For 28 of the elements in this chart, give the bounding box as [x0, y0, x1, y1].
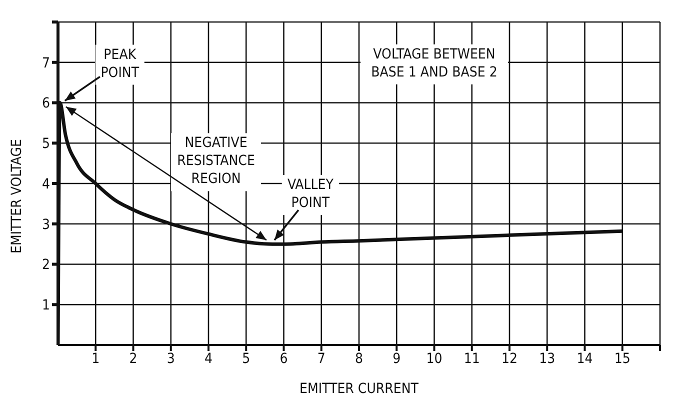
x-tick-label: 4	[204, 350, 213, 367]
x-tick-label: 7	[317, 350, 326, 367]
annotation: NEGATIVE RESISTANCE REGION	[177, 135, 255, 188]
x-tick-label: 8	[354, 350, 364, 367]
x-tick-label: 1	[92, 350, 100, 367]
annotation: PEAK POINT	[100, 46, 140, 81]
y-tick-label: 3	[42, 216, 50, 233]
x-tick-label: 10	[426, 350, 442, 367]
x-axis-title: EMITTER CURRENT	[300, 381, 419, 397]
x-tick-label: 3	[166, 350, 175, 367]
y-tick-label: 4	[42, 176, 50, 192]
y-axis-title: EMITTER VOLTAGE	[8, 139, 25, 254]
x-tick-label: 9	[392, 350, 401, 367]
y-tick-label: 7	[42, 55, 50, 72]
x-tick-label: 13	[539, 350, 556, 367]
x-tick-label: 6	[280, 350, 288, 367]
y-tick-label: 5	[42, 136, 50, 152]
x-tick-label: 12	[501, 350, 518, 367]
x-tick-label: 11	[464, 350, 480, 367]
y-tick-label: 6	[42, 96, 50, 112]
annotation: VALLEY POINT	[287, 177, 334, 212]
x-tick-label: 5	[242, 350, 250, 367]
annotation: VOLTAGE BETWEEN BASE 1 AND BASE 2	[371, 46, 498, 80]
x-tick-label: 14	[576, 350, 593, 367]
y-tick-label: 1	[42, 298, 50, 314]
y-tick-label: 2	[42, 257, 50, 274]
x-tick-label: 2	[129, 350, 138, 367]
x-tick-label: 15	[614, 350, 630, 367]
